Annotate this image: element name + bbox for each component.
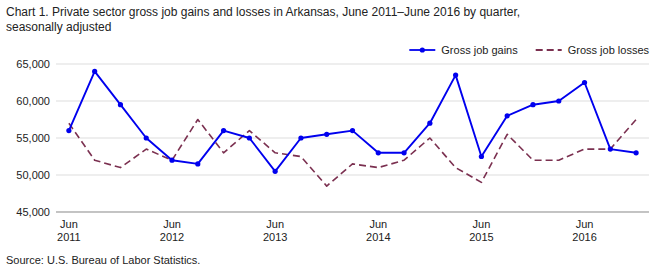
plot-area xyxy=(66,69,638,186)
x-tick-label: Jun2014 xyxy=(366,218,390,243)
y-tick-label: 45,000 xyxy=(16,206,50,218)
y-tick-label: 50,000 xyxy=(16,169,50,181)
series-marker xyxy=(221,128,226,133)
x-tick-label: Jun2011 xyxy=(57,218,81,243)
x-tick-label: Jun2012 xyxy=(160,218,184,243)
grid xyxy=(56,64,649,212)
title: Chart 1. Private sector gross job gains … xyxy=(6,5,520,19)
series-marker xyxy=(453,73,458,78)
series-marker xyxy=(634,150,639,155)
series-marker xyxy=(505,113,510,118)
series-marker xyxy=(92,69,97,74)
series-marker xyxy=(298,135,303,140)
series-marker xyxy=(324,132,329,137)
series-marker xyxy=(427,121,432,126)
legend-label: Gross job losses xyxy=(568,44,650,56)
series-marker xyxy=(582,80,587,85)
source: Source: U.S. Bureau of Labor Statistics. xyxy=(6,254,200,266)
legend-marker xyxy=(420,47,425,52)
series-marker xyxy=(169,158,174,163)
series-marker xyxy=(195,161,200,166)
series-marker xyxy=(118,102,123,107)
grid-line xyxy=(56,175,649,176)
x-tick-label: Jun2016 xyxy=(572,218,596,243)
series-marker xyxy=(556,98,561,103)
x-tick-label: Jun2015 xyxy=(469,218,493,243)
series-marker xyxy=(530,102,535,107)
series-marker xyxy=(350,128,355,133)
grid-line xyxy=(56,64,649,65)
y-tick-label: 60,000 xyxy=(16,95,50,107)
legend-item: Gross job losses xyxy=(536,44,650,56)
series-line xyxy=(69,71,636,171)
series-marker xyxy=(247,135,252,140)
x-axis-line xyxy=(56,212,649,213)
series-marker xyxy=(144,135,149,140)
x-tick-label: Jun2013 xyxy=(263,218,287,243)
chart: Chart 1. Private sector gross job gains … xyxy=(0,0,663,270)
series-line xyxy=(69,120,636,187)
series-marker xyxy=(376,150,381,155)
legend-item: Gross job gains xyxy=(409,44,518,56)
subtitle: seasonally adjusted xyxy=(6,20,111,34)
series-marker xyxy=(479,154,484,159)
legend: Gross job gains Gross job losses xyxy=(409,44,649,56)
y-tick-label: 65,000 xyxy=(16,58,50,70)
legend-label: Gross job gains xyxy=(441,44,518,56)
y-tick-label: 55,000 xyxy=(16,132,50,144)
series-marker xyxy=(273,169,278,174)
series-marker xyxy=(401,150,406,155)
legend-swatch xyxy=(536,49,562,51)
series-marker xyxy=(66,128,71,133)
grid-line xyxy=(56,212,649,213)
series-marker xyxy=(608,147,613,152)
chart-container: Chart 1. Private sector gross job gains … xyxy=(0,0,663,270)
